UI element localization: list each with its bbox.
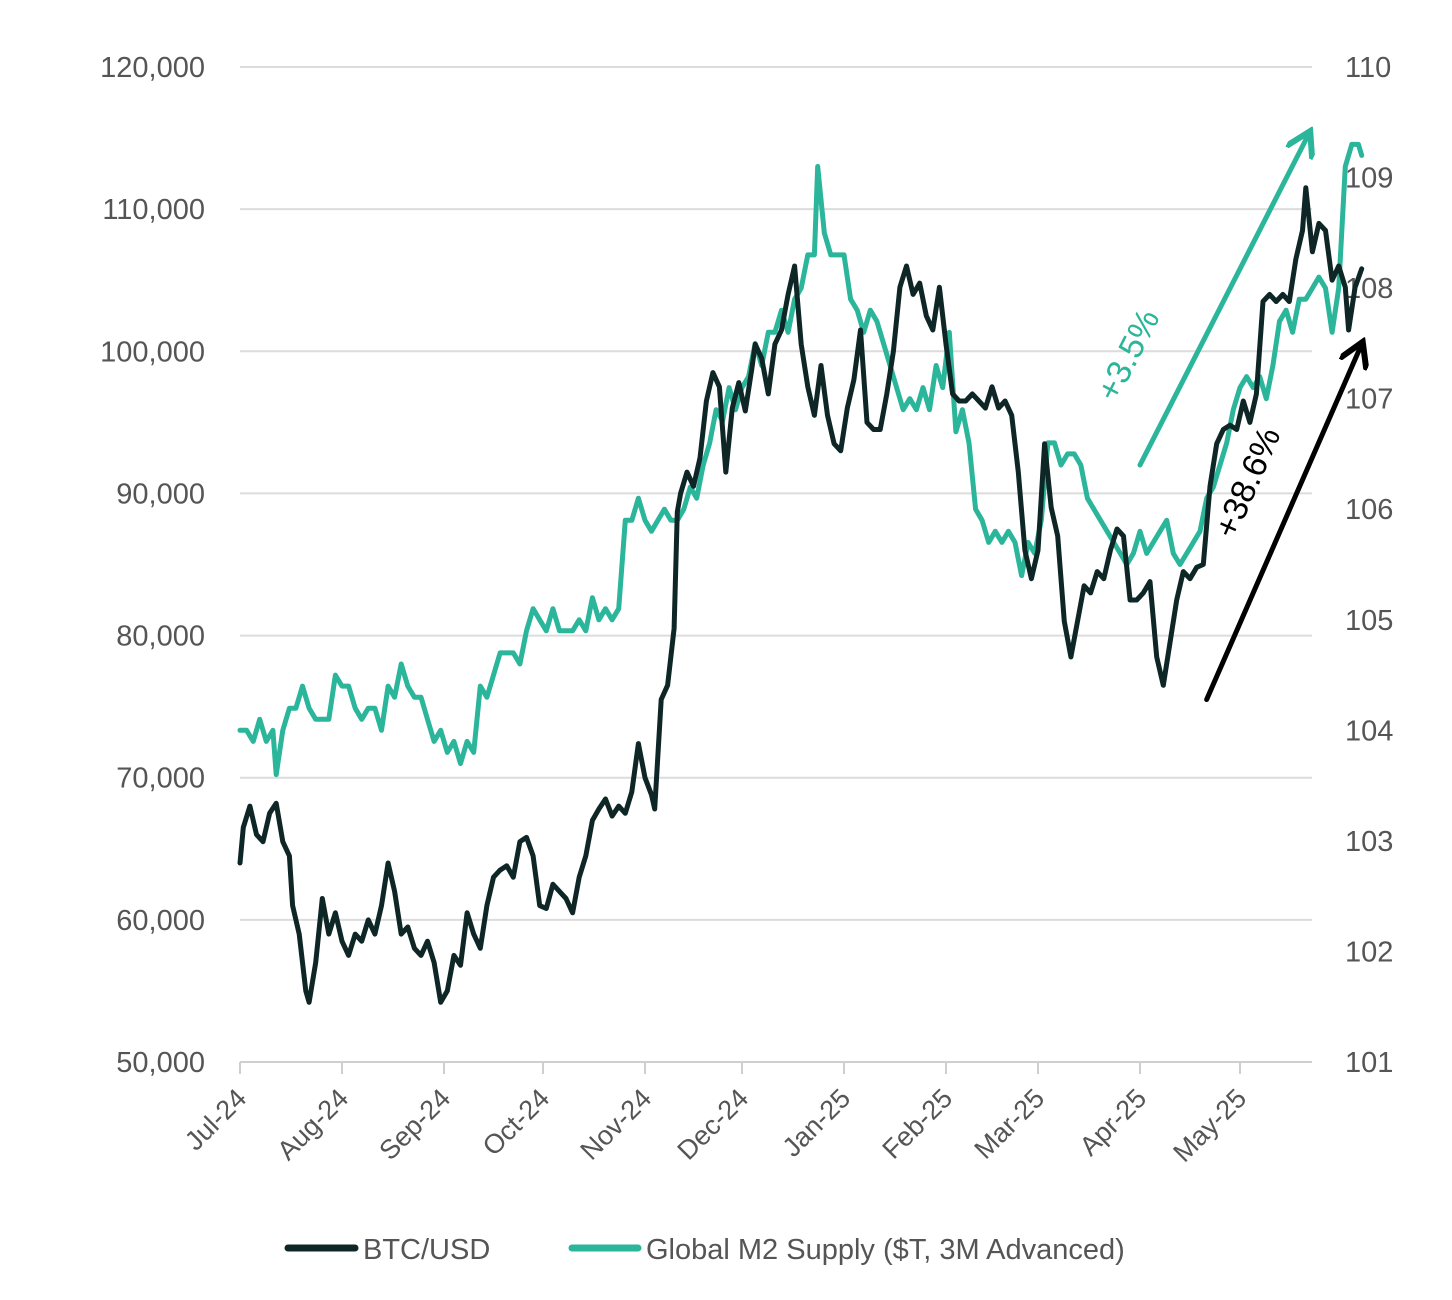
legend-label-btc: BTC/USD — [363, 1234, 490, 1266]
x-tick-label: Aug-24 — [271, 1083, 354, 1166]
m2-growth-label: +3.5% — [1089, 303, 1167, 407]
right-tick-label: 103 — [1345, 826, 1393, 858]
left-tick-label: 90,000 — [116, 478, 205, 510]
x-tick-label: Jul-24 — [179, 1083, 252, 1156]
btc-growth-arrow — [1204, 344, 1362, 703]
x-axis: Jul-24 Aug-24 Sep-24 Oct-24 Nov-24 Dec-24 Jan-… — [179, 1061, 1312, 1168]
right-tick-label: 104 — [1345, 715, 1393, 747]
x-tick-label: Oct-24 — [477, 1083, 556, 1162]
left-tick-label: 80,000 — [116, 621, 205, 653]
grid-lines — [240, 66, 1312, 921]
right-tick-label: 105 — [1345, 605, 1393, 637]
m2-growth-arrow — [1137, 133, 1309, 468]
series-line-m2 — [237, 141, 1365, 778]
x-tick-label: Dec-24 — [671, 1083, 754, 1166]
series-line-btc — [237, 185, 1365, 1005]
left-tick-label: 70,000 — [116, 763, 205, 795]
legend-label-m2: Global M2 Supply ($T, 3M Advanced) — [646, 1234, 1125, 1266]
series-lines — [237, 141, 1365, 1005]
right-tick-label: 109 — [1345, 163, 1393, 195]
left-tick-label: 60,000 — [116, 905, 205, 937]
left-tick-label: 100,000 — [100, 336, 205, 368]
x-tick-label: Nov-24 — [574, 1083, 657, 1166]
x-tick-label: Feb-25 — [877, 1083, 959, 1165]
x-tick-label: Jan-25 — [777, 1083, 857, 1163]
x-tick-label: Sep-24 — [373, 1083, 456, 1166]
x-tick-label: Apr-25 — [1074, 1083, 1153, 1162]
x-tick-label: May-25 — [1167, 1083, 1252, 1168]
legend: BTC/USD Global M2 Supply ($T, 3M Advance… — [284, 1234, 1125, 1266]
right-tick-label: 106 — [1345, 494, 1393, 526]
annotations: +3.5%+38.6% — [1089, 133, 1362, 703]
left-tick-label: 120,000 — [100, 52, 205, 84]
right-tick-label: 101 — [1345, 1047, 1393, 1079]
right-tick-label: 110 — [1345, 52, 1391, 84]
x-tick-label: Mar-25 — [969, 1083, 1051, 1165]
left-y-axis: 50,000 60,000 70,000 80,000 90,000 100,000 110… — [100, 52, 205, 1079]
left-tick-label: 50,000 — [116, 1047, 205, 1079]
right-tick-label: 107 — [1345, 384, 1393, 416]
right-tick-label: 102 — [1345, 936, 1393, 968]
left-tick-label: 110,000 — [102, 194, 205, 226]
